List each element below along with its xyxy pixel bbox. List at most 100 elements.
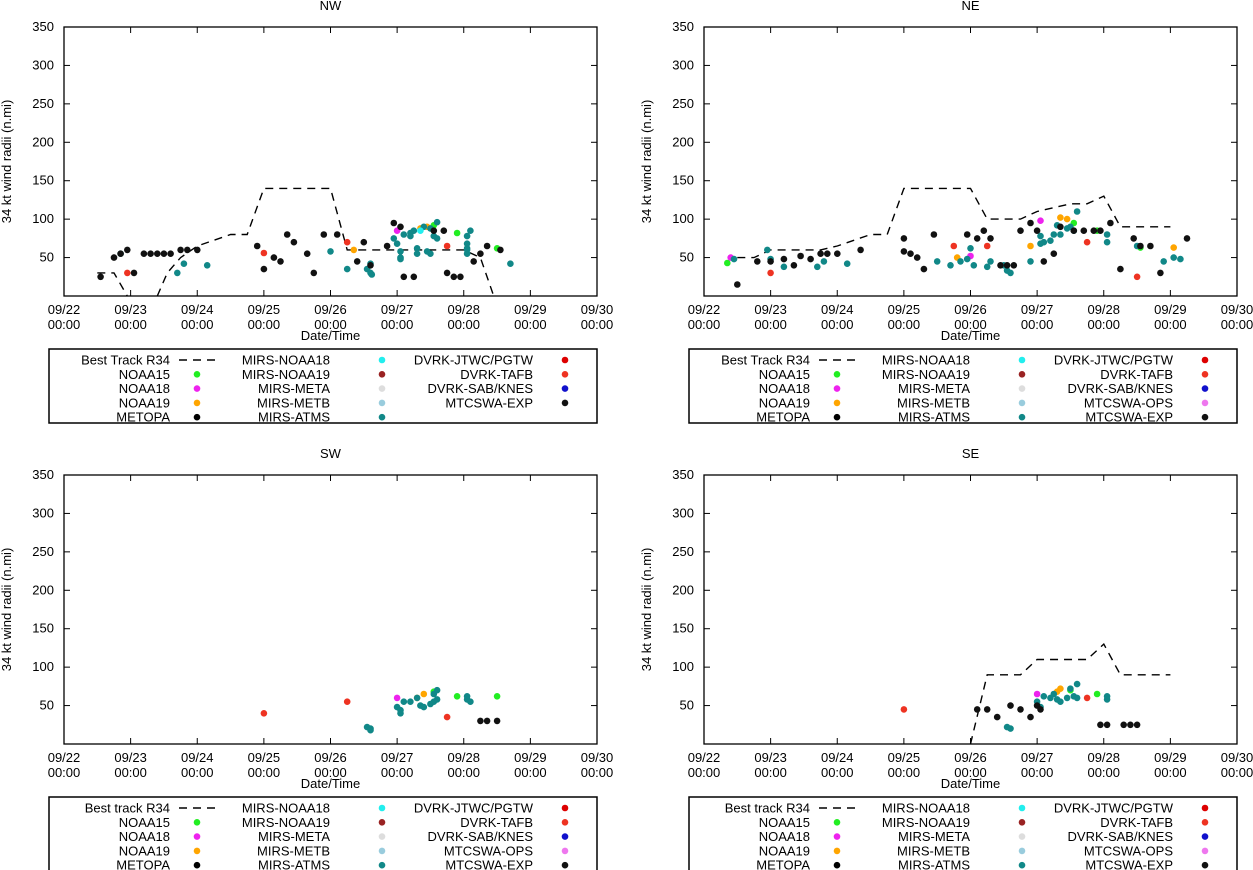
legend-label: MIRS-META	[898, 381, 970, 396]
x-tick-label-date: 09/24	[821, 750, 854, 765]
legend-symbol-dot	[378, 833, 386, 840]
data-point	[1067, 685, 1074, 692]
data-point	[947, 262, 954, 269]
data-point	[1137, 242, 1144, 250]
x-axis-label: Date/Time	[941, 328, 1000, 343]
legend-symbol-dot	[561, 861, 569, 869]
series-mirs-atms	[363, 686, 474, 734]
legend-label: NOAA19	[759, 843, 810, 858]
data-point	[983, 263, 991, 271]
legend-label: METOPA	[116, 858, 170, 870]
y-tick-label: 250	[32, 96, 54, 111]
data-point	[1037, 217, 1044, 224]
legend-label: MIRS-ATMS	[898, 410, 970, 425]
legend-symbol-dot	[1201, 356, 1209, 364]
legend-label: MTCSWA-EXP	[1085, 410, 1173, 425]
y-axis-label: 34 kt wind radii (n.mi)	[639, 100, 654, 224]
legend-label: DVRK-SAB/KNES	[428, 381, 534, 396]
y-axis-label: 34 kt wind radii (n.mi)	[0, 548, 14, 672]
data-point	[780, 255, 788, 263]
data-point	[834, 250, 841, 257]
data-point	[983, 706, 991, 713]
legend-label: MIRS-META	[258, 829, 330, 844]
series-mirs-atms	[117, 218, 514, 278]
data-point	[260, 249, 268, 257]
x-tick-label-date: 09/29	[1154, 750, 1187, 765]
data-point	[507, 260, 514, 268]
legend-symbol-dot	[1018, 356, 1026, 364]
legend-symbol-dot	[1018, 371, 1026, 378]
legend-symbol-dot	[193, 413, 201, 421]
data-point	[1183, 235, 1191, 242]
legend-label: MIRS-METB	[257, 395, 330, 410]
data-point	[477, 250, 484, 257]
legend-label: DVRK-JTWC/PGTW	[1054, 353, 1174, 368]
data-point	[310, 269, 318, 277]
data-point	[443, 713, 451, 721]
legend-symbol-dot	[1201, 861, 1209, 869]
data-point	[1037, 706, 1044, 713]
data-point	[913, 254, 921, 261]
x-tick-label-date: 09/22	[688, 750, 721, 765]
x-axis-label: Date/Time	[941, 776, 1000, 791]
legend-symbol-dot	[561, 371, 569, 378]
data-point	[1027, 713, 1034, 721]
legend-label: MTCSWA-EXP	[1085, 858, 1173, 870]
data-point	[463, 232, 471, 240]
data-point	[920, 265, 928, 273]
data-point	[433, 686, 441, 694]
data-point	[420, 690, 428, 698]
x-tick-label-date: 09/27	[1021, 302, 1054, 317]
legend-label: DVRK-TAFB	[460, 367, 533, 382]
data-point	[97, 273, 104, 281]
legend: Best Track R34 MIRS-NOAA18 DVRK-JTWC/PGTW N…	[48, 348, 598, 425]
legend-label: NOAA19	[119, 843, 170, 858]
legend-symbol-dot	[561, 833, 569, 840]
legend-symbol-dot	[561, 399, 569, 407]
legend-symbol-dot	[1201, 371, 1209, 378]
y-tick-label: 250	[672, 96, 694, 111]
data-point	[410, 273, 418, 281]
x-tick-label-date: 09/23	[114, 302, 147, 317]
best-track-line	[97, 187, 495, 296]
data-point	[1050, 690, 1058, 698]
data-point	[453, 693, 461, 700]
data-point	[463, 240, 471, 247]
x-tick-label-date: 09/28	[1087, 302, 1120, 317]
x-tick-label-date: 09/29	[514, 750, 547, 765]
legend-symbol-dot	[378, 371, 386, 378]
legend-symbol-dot	[193, 399, 201, 407]
data-point	[397, 710, 404, 717]
data-point	[397, 248, 404, 255]
data-point	[754, 258, 761, 265]
y-tick-label: 200	[672, 582, 694, 597]
data-point	[1170, 244, 1177, 251]
x-tick-label-time: 00:00	[381, 317, 414, 332]
data-point	[1103, 238, 1111, 246]
data-point	[987, 235, 994, 242]
data-point	[174, 269, 181, 277]
series-dvrk-tafb	[260, 698, 451, 721]
chart-panel-se: SE5010015020025030035009/2200:0009/2300:…	[639, 446, 1253, 870]
data-point	[483, 242, 491, 250]
data-point	[360, 238, 368, 246]
data-point	[1083, 694, 1091, 702]
legend-symbol-dot	[378, 819, 386, 826]
data-point	[270, 254, 278, 261]
legend-symbol-dot	[1018, 385, 1026, 392]
x-tick-label-time: 00:00	[314, 765, 347, 780]
data-point	[933, 258, 941, 265]
legend-label: Best track R34	[725, 801, 810, 816]
series-mirs-noaa18	[417, 227, 424, 234]
y-tick-label: 50	[40, 250, 54, 265]
legend-symbol-dot	[833, 385, 841, 392]
legend-box	[48, 348, 598, 424]
data-point	[1103, 721, 1111, 729]
legend-symbol-dot	[561, 819, 569, 826]
data-point	[1027, 242, 1034, 250]
data-point	[203, 262, 211, 269]
data-point	[493, 717, 501, 725]
data-point	[477, 717, 484, 725]
legend-label: NOAA19	[119, 395, 170, 410]
legend-label: METOPA	[756, 410, 810, 425]
